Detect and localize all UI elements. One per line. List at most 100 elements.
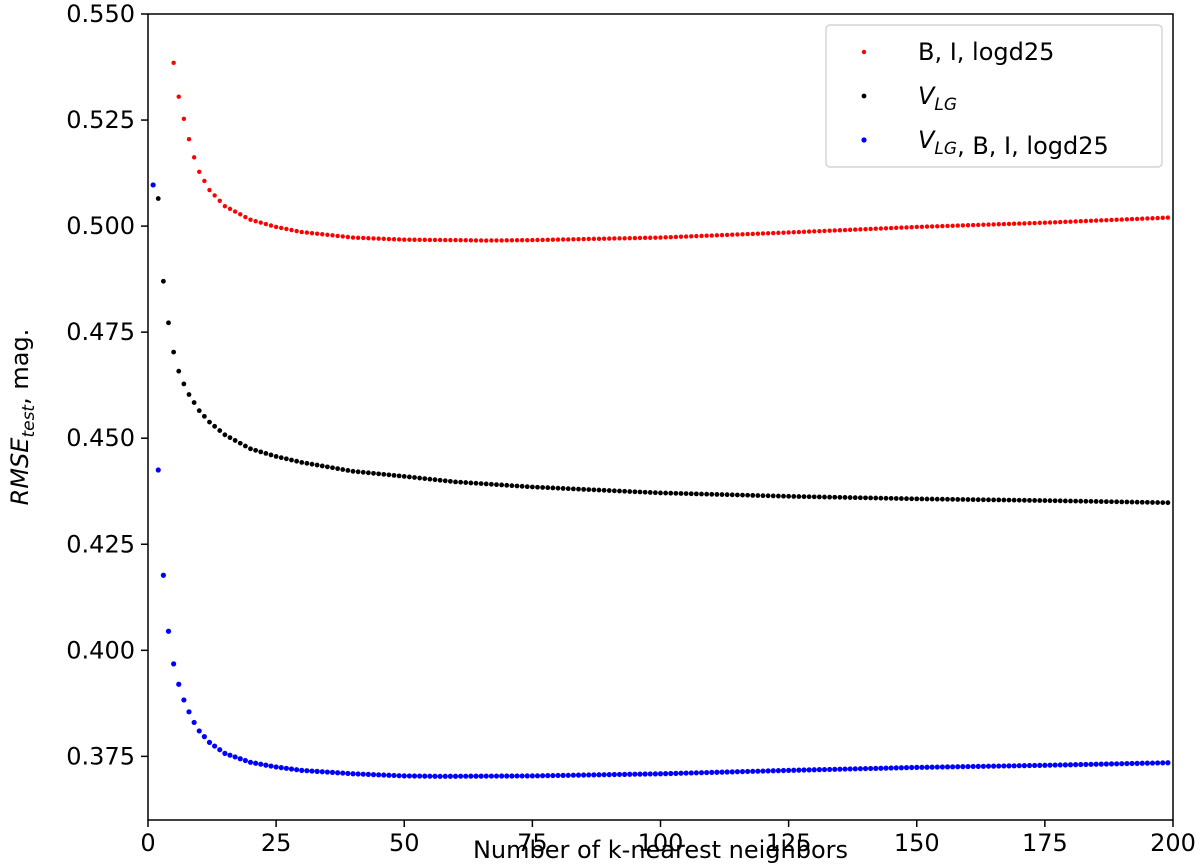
series-1-point [1078,219,1083,224]
series-2-point [324,464,330,470]
series-2-point [422,476,428,481]
series-1-point [473,238,479,243]
series-1-point [402,237,407,242]
series-3-point [201,734,207,740]
series-2-point [801,494,807,500]
series-3-point [944,764,951,770]
series-3-point [893,765,899,771]
series-3-point [278,765,284,771]
y-tick-label: 0.375 [66,742,135,770]
series-3-point [791,767,797,773]
series-1-point [468,238,474,243]
series-1-point [668,234,673,240]
y-axis-label-suffix: , mag. [6,329,34,405]
series-1-point [309,230,315,236]
series-1-point [535,237,540,243]
series-2-point [1016,497,1022,503]
series-3-point [1032,762,1038,769]
series-2-point [611,488,617,494]
series-2-point [186,392,192,397]
series-3-point [345,770,351,777]
series-2-point [975,497,981,503]
series-1-point [263,221,269,227]
series-1-point [171,60,176,65]
series-2-point [837,494,843,500]
series-3-point [165,628,172,634]
series-1-point [238,212,243,217]
series-3-point [868,765,874,772]
series-2-point [345,468,351,473]
series-3-point [903,765,910,771]
series-1-point [735,232,740,237]
series-1-point [1160,215,1165,221]
series-1-point [289,227,294,233]
series-1-point [550,237,556,242]
series-3-point [1155,760,1161,766]
series-3-point [847,766,853,772]
series-2-point [304,460,310,466]
series-3-point [1062,762,1068,768]
series-1-point [396,237,402,242]
legend-label-subscript: LG [934,95,957,115]
series-3-point [391,772,397,779]
series-3-point [1026,762,1033,769]
series-3-point [898,765,904,771]
series-1-point [1017,221,1022,226]
series-3-point [909,764,915,771]
series-2-point [330,465,335,471]
series-2-point [658,490,663,496]
series-2-point [729,492,735,498]
series-1-point [186,136,192,142]
series-1-point [448,237,453,243]
series-3-point [1057,762,1063,768]
legend-label-text: B, I, logd25 [918,38,1054,66]
series-2-point [406,474,412,480]
series-1-point [1109,217,1114,223]
series-3-point [186,709,192,715]
series-3-point [422,773,428,779]
series-3-point [560,772,566,778]
series-1-point [612,236,617,241]
series-2-point [816,494,822,500]
series-2-point [960,497,966,502]
series-1-point [566,237,571,242]
series-2-point [857,495,863,501]
series-3-point [155,467,161,473]
series-3-point [534,773,541,779]
series-3-point [1088,761,1094,767]
series-2-point [365,470,371,476]
series-1-point [443,237,448,243]
series-3-point [627,771,633,777]
series-3-point [171,661,177,667]
series-1-point [299,229,304,235]
series-1-point [458,237,463,243]
series-1-point [371,236,376,241]
series-2-point [893,496,899,501]
series-2-point [483,481,489,487]
series-3-point [206,739,213,745]
series-3-point [955,764,961,770]
series-3-point [565,772,571,778]
series-1-point [350,235,356,240]
series-2-point [1062,498,1068,504]
series-2-point [314,462,320,468]
series-3-point [668,770,674,777]
series-2-point [878,495,884,501]
series-2-point [1160,500,1166,505]
series-3-point [734,769,740,775]
series-3-point [319,769,325,775]
series-1-point [863,226,868,232]
series-2-point [822,494,827,500]
series-2-point [842,495,848,500]
series-1-point [325,232,330,237]
series-2-point [478,481,484,486]
series-3-point [258,761,264,767]
series-1-point [197,169,202,175]
series-3-point [365,771,371,778]
series-1-point [776,230,781,236]
series-3-point [463,773,469,779]
series-2-point [945,496,950,502]
series-2-point [1165,500,1171,506]
series-2-point [632,489,638,495]
x-axis: 0 25 50 75 100 125 150 175 200 [140,820,1196,857]
